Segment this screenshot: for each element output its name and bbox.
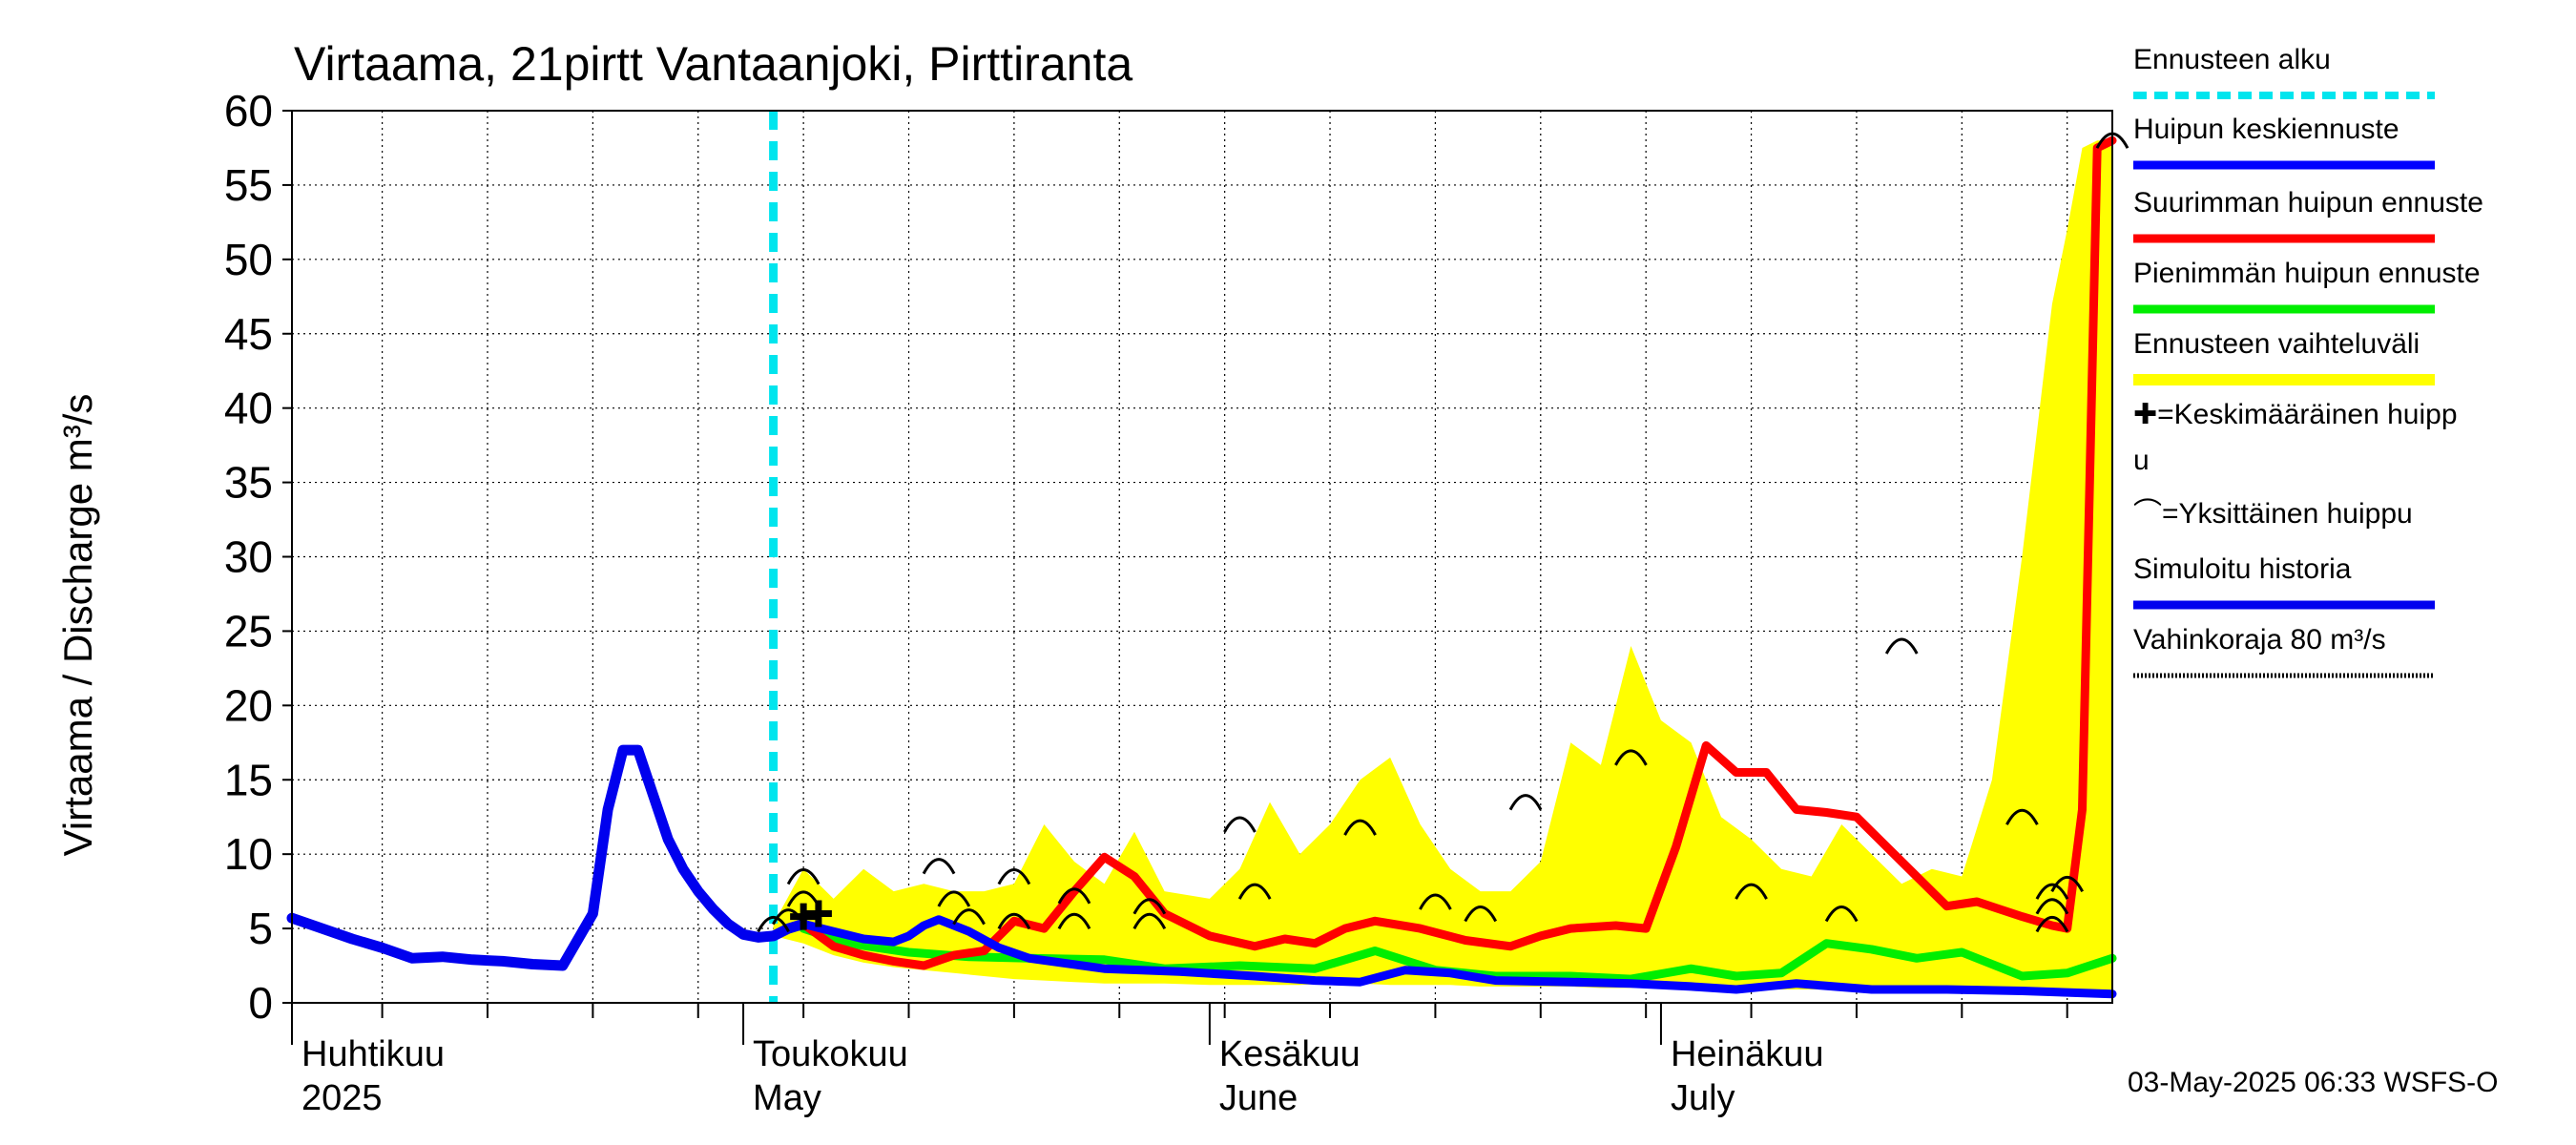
y-tick-label: 55 (224, 160, 273, 210)
max-peak-line (799, 135, 2117, 970)
grid (292, 111, 2112, 1003)
series-lines (286, 111, 2117, 1003)
y-tick-label: 0 (248, 978, 273, 1028)
legend-item-range: Ennusteen vaihteluväli (2133, 328, 2435, 385)
single-peak-marker (997, 868, 1031, 885)
y-tick-label: 35 (224, 458, 273, 508)
y-tick-label: 30 (224, 532, 273, 582)
peak-markers (757, 132, 2129, 933)
single-peak-marker (1884, 637, 1919, 655)
single-peak-marker (1057, 887, 1091, 905)
x-tick-label: Kesäkuu (1219, 1034, 1361, 1074)
single-peak-marker (786, 868, 821, 885)
single-peak-marker (1735, 883, 1768, 900)
single-peak-marker (2035, 898, 2069, 915)
single-peak-marker (2035, 915, 2069, 933)
single-peak-marker (1464, 906, 1498, 923)
x-tick-label: May (753, 1078, 821, 1118)
single-peak-marker (1614, 749, 1648, 766)
legend-label: Huipun keskiennuste (2133, 114, 2399, 145)
range-area (773, 140, 2112, 991)
single-peak-marker (1419, 893, 1452, 910)
y-tick-label: 20 (224, 680, 273, 730)
single-peak-marker (1132, 898, 1167, 915)
single-peak-marker (952, 908, 986, 926)
x-tick-label: July (1671, 1078, 1735, 1118)
single-peak-marker (1223, 816, 1257, 833)
single-peak-marker (1057, 912, 1091, 930)
single-peak-marker (757, 915, 790, 933)
y-axis: 0 5 10 15 20 25 30 35 40 45 50 55 60 (224, 86, 292, 1028)
single-peak-marker (2050, 875, 2085, 893)
single-peak-marker (937, 890, 971, 907)
y-tick-label: 25 (224, 606, 273, 656)
legend-label: Suurimman huipun ennuste (2133, 187, 2483, 219)
legend-label: Vahinkoraja 80 m³/s (2133, 624, 2386, 656)
y-tick-label: 40 (224, 384, 273, 433)
mean-peak-marker (804, 900, 832, 927)
single-peak-marker (997, 912, 1031, 930)
legend-item-mean-peak: Huipun keskiennuste (2133, 114, 2435, 170)
y-tick-label: 10 (224, 829, 273, 879)
legend-label: Pienimmän huipun ennuste (2133, 258, 2481, 289)
forecast-range-band (773, 140, 2112, 991)
plot-area (286, 110, 2129, 1004)
single-peak-marker (1237, 883, 1272, 900)
legend-label: ✚=Keskimääräinen huipp (2133, 399, 2458, 430)
single-peak-marker (1343, 819, 1377, 836)
legend-item-single-marker: ⌒=Yksittäinen huippu (2133, 498, 2413, 530)
x-tick-label: June (1219, 1078, 1298, 1118)
legend-item-history: Simuloitu historia (2133, 553, 2435, 610)
legend-label: ⌒=Yksittäinen huippu (2133, 498, 2413, 530)
legend: Ennusteen alku Huipun keskiennuste Suurimm… (2133, 44, 2483, 678)
x-tick-label: 2025 (301, 1078, 383, 1118)
legend-item-mean-marker: ✚=Keskimääräinen huipp u (2133, 399, 2458, 476)
chart-title: Virtaama, 21pirtt Vantaanjoki, Pirttiran… (294, 37, 1132, 91)
legend-label: u (2133, 445, 2150, 476)
legend-item-forecast-start: Ennusteen alku (2133, 44, 2435, 99)
y-tick-label: 50 (224, 235, 273, 284)
x-tick-label: Toukokuu (753, 1034, 908, 1074)
footer-timestamp: 03-May-2025 06:33 WSFS-O (2128, 1067, 2499, 1098)
legend-item-min-peak: Pienimmän huipun ennuste (2133, 258, 2481, 314)
y-tick-label: 45 (224, 309, 273, 359)
x-tick-label: Heinäkuu (1671, 1034, 1824, 1074)
y-tick-label: 15 (224, 755, 273, 804)
history-line (286, 744, 809, 971)
legend-item-max-peak: Suurimman huipun ennuste (2133, 187, 2483, 243)
single-peak-marker (922, 858, 956, 875)
single-peak-marker (1132, 912, 1167, 930)
legend-item-damage: Vahinkoraja 80 m³/s (2133, 624, 2435, 678)
y-tick-label: 5 (248, 904, 273, 953)
legend-label: Ennusteen vaihteluväli (2133, 328, 2420, 360)
single-peak-marker (1824, 906, 1859, 923)
legend-label: Simuloitu historia (2133, 553, 2352, 585)
y-axis-label: Virtaama / Discharge m³/s (55, 394, 100, 857)
mean-peak-line (799, 915, 2117, 999)
single-peak-marker (2005, 808, 2039, 825)
single-peak-marker (1508, 794, 1543, 811)
single-peak-marker (2035, 883, 2069, 900)
y-tick-label: 60 (224, 86, 273, 135)
legend-label: Ennusteen alku (2133, 44, 2331, 75)
x-tick-label: Huhtikuu (301, 1034, 445, 1074)
